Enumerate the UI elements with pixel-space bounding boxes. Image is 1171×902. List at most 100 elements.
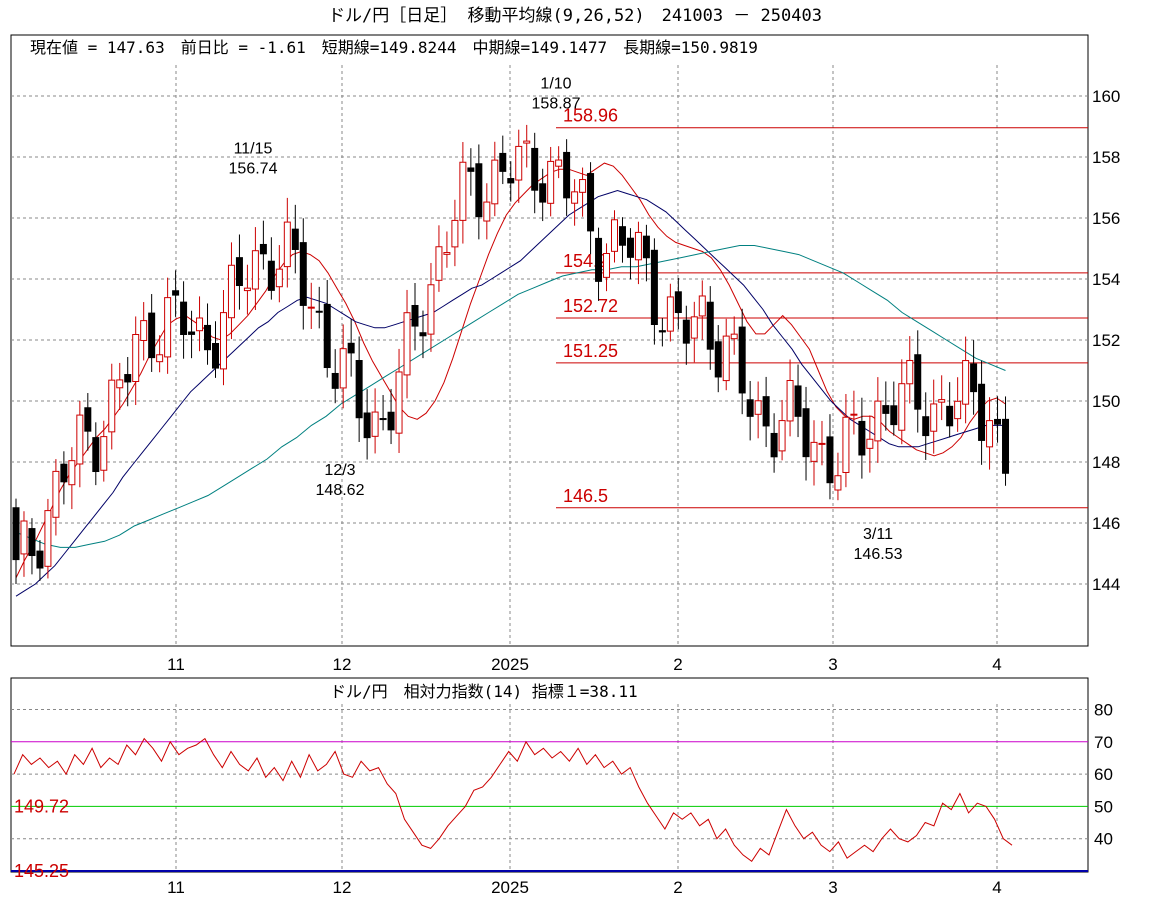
candle-body bbox=[419, 332, 427, 337]
candle-body bbox=[515, 145, 523, 181]
candle-body bbox=[188, 331, 196, 335]
candle-body bbox=[563, 151, 571, 199]
candle-body bbox=[730, 333, 738, 340]
candle-body bbox=[36, 550, 44, 569]
candle-body bbox=[970, 363, 978, 393]
candle-body bbox=[618, 226, 626, 246]
candle-body bbox=[140, 320, 148, 341]
candle-body bbox=[100, 436, 108, 471]
candle-body bbox=[666, 296, 674, 332]
annotation-date: 3/11 bbox=[863, 526, 893, 543]
candle-body bbox=[842, 416, 850, 473]
candle-body bbox=[786, 380, 794, 422]
candle-body bbox=[355, 360, 363, 419]
price-level-label: 152.72 bbox=[563, 296, 618, 316]
candle-body bbox=[387, 411, 395, 431]
rsi-title: ドル/円 相対力指数(14) 指標１=38.11 bbox=[330, 682, 638, 701]
candle-body bbox=[826, 436, 834, 484]
candle-body bbox=[443, 252, 451, 255]
candle-body bbox=[164, 297, 172, 358]
candle-body bbox=[834, 475, 842, 491]
candle-body bbox=[539, 183, 547, 203]
rsi-x-axis: 11 12 2025 2 3 4 bbox=[167, 878, 1002, 897]
price-x-tick-label: 4 bbox=[992, 655, 1001, 674]
candle-body bbox=[283, 221, 291, 268]
candle-body bbox=[259, 243, 267, 255]
candle-body bbox=[60, 463, 68, 483]
candle-body bbox=[323, 303, 331, 369]
rsi-series-line bbox=[13, 737, 1013, 863]
candle-body bbox=[44, 510, 52, 567]
candle-body bbox=[922, 416, 930, 437]
price-y-tick-label: 156 bbox=[1092, 209, 1120, 228]
candle-body bbox=[978, 383, 986, 441]
candle-body bbox=[579, 179, 587, 193]
candlesticks bbox=[12, 124, 1010, 584]
price-y-axis: 144 146 148 150 152 154 156 158 160 bbox=[1092, 87, 1120, 594]
candle-body bbox=[738, 326, 746, 394]
price-x-tick-label: 2 bbox=[673, 655, 682, 674]
rsi-x-tick-label: 4 bbox=[992, 878, 1001, 897]
candle-body bbox=[906, 359, 914, 385]
candle-body bbox=[451, 219, 459, 248]
price-level-label: 158.96 bbox=[563, 106, 618, 126]
candle-body bbox=[395, 371, 403, 434]
candle-body bbox=[531, 147, 539, 191]
candle-body bbox=[722, 335, 730, 382]
price-level-label: 151.25 bbox=[563, 341, 618, 361]
price-y-tick-label: 144 bbox=[1092, 575, 1120, 594]
price-info-line: 現在値 = 147.63 前日比 = -1.61 短期線=149.8244 中期… bbox=[30, 38, 758, 57]
candle-body bbox=[315, 310, 323, 313]
candle-body bbox=[778, 420, 786, 452]
rsi-x-tick-label: 12 bbox=[333, 878, 352, 897]
candle-body bbox=[291, 228, 299, 250]
candle-body bbox=[124, 374, 132, 383]
price-x-tick-label: 11 bbox=[167, 655, 185, 674]
candle-body bbox=[850, 413, 858, 416]
candle-body bbox=[650, 249, 658, 325]
candle-body bbox=[603, 252, 611, 278]
candle-body bbox=[116, 379, 124, 389]
rsi-x-tick-label: 3 bbox=[828, 878, 837, 897]
candle-body bbox=[818, 442, 826, 445]
candle-body bbox=[802, 408, 810, 458]
rsi-price-label: 149.72 bbox=[14, 796, 69, 816]
candle-body bbox=[219, 312, 227, 370]
candle-body bbox=[746, 399, 754, 417]
candle-body bbox=[76, 414, 84, 465]
candle-body bbox=[555, 159, 563, 167]
candle-body bbox=[132, 334, 140, 382]
candle-body bbox=[339, 348, 347, 389]
candle-body bbox=[642, 235, 650, 259]
annotation-date: 1/10 bbox=[540, 75, 571, 92]
rsi-line bbox=[13, 737, 1013, 863]
candle-body bbox=[475, 163, 483, 218]
candle-body bbox=[810, 441, 818, 462]
candle-body bbox=[762, 396, 770, 427]
ma-long-line bbox=[15, 245, 1006, 548]
candle-body bbox=[698, 295, 706, 317]
candle-body bbox=[347, 342, 355, 354]
candle-body bbox=[954, 400, 962, 420]
price-annotations: 11/15 156.74 12/3 148.62 1/10 158.87 3/11 146.5… bbox=[229, 75, 903, 562]
candle-body bbox=[491, 159, 499, 205]
candle-body bbox=[227, 264, 235, 319]
candle-body bbox=[674, 291, 682, 314]
candle-body bbox=[930, 403, 938, 432]
annotation-date: 11/15 bbox=[234, 140, 273, 157]
rsi-y-tick-label: 80 bbox=[1094, 701, 1113, 720]
candle-body bbox=[890, 405, 898, 426]
candle-body bbox=[307, 306, 315, 309]
candle-body bbox=[108, 379, 116, 433]
candle-body bbox=[331, 372, 339, 389]
candle-body bbox=[243, 287, 251, 292]
candle-body bbox=[626, 237, 634, 258]
candle-body bbox=[12, 507, 20, 561]
annotation-value: 158.87 bbox=[532, 95, 581, 112]
ma-mid-line bbox=[15, 189, 1006, 597]
rsi-reference-lines: 149.72 145.25 bbox=[11, 741, 1088, 881]
candle-body bbox=[483, 201, 491, 222]
rsi-y-axis: 40 50 60 70 80 bbox=[1094, 701, 1113, 849]
price-x-tick-label: 3 bbox=[828, 655, 837, 674]
